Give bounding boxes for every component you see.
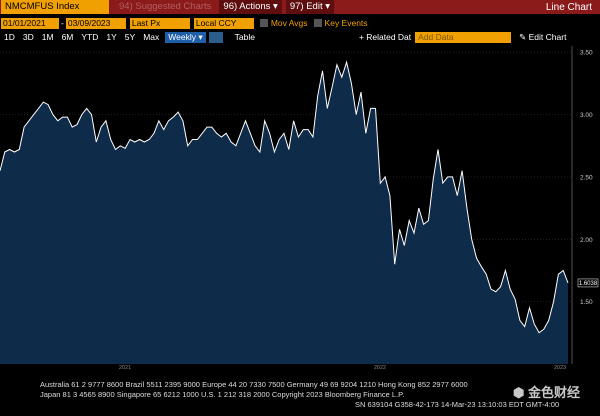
suggested-charts-menu[interactable]: 94) Suggested Charts [119, 1, 212, 12]
frequency-label: Weekly [168, 31, 196, 42]
period-1d[interactable]: 1D [4, 31, 15, 42]
footer-line-2: Japan 81 3 4565 8900 Singapore 65 6212 1… [40, 390, 405, 399]
period-6m[interactable]: 6M [61, 31, 74, 42]
key-events-label: Key Events [324, 18, 368, 28]
ticker-field[interactable]: NMCMFUS Index [1, 0, 109, 14]
y-tick-label: 3.50 [580, 50, 593, 57]
period-1y[interactable]: 1Y [106, 31, 117, 42]
edit-chart-button[interactable]: ✎ Edit Chart [519, 31, 567, 42]
last-value-box [577, 278, 599, 288]
y-tick-label: 3.00 [580, 112, 593, 119]
chart-type-title: Line Chart [545, 1, 592, 13]
edit-chart-label: Edit Chart [528, 31, 567, 42]
period-max[interactable]: Max [143, 31, 160, 42]
footer-line-3: SN 639104 G358-42-173 14-Mar-23 13:10:03… [355, 400, 560, 409]
period-5y[interactable]: 5Y [124, 31, 136, 42]
mov-avgs-checkbox[interactable] [259, 19, 268, 27]
period-1m[interactable]: 1M [41, 31, 54, 42]
last-value-tag: 1.6038 [577, 278, 599, 288]
price-chart[interactable]: 3.503.002.502.001.50 MarJunSepDecMarJunS… [0, 46, 600, 370]
y-tick-label: 1.50 [580, 299, 593, 306]
y-axis-ticks: 3.50 3.00 2.50 2.00 1.50 [580, 50, 593, 306]
date-separator: - [61, 18, 64, 28]
key-events-checkbox[interactable] [313, 19, 322, 27]
year-label: 2023 [554, 365, 566, 370]
currency-select[interactable]: Local CCY [193, 17, 254, 29]
add-data-input[interactable]: Add Data [415, 31, 512, 43]
top-bar: NMCMFUS Index 94) Suggested Charts 96) A… [0, 0, 600, 14]
series-line [0, 60, 569, 334]
period-ytd[interactable]: YTD [81, 31, 99, 42]
last-value-label: 1.6038 [579, 281, 598, 287]
date-range-bar: 01/01/2021 - 03/09/2023 Last Px Local CC… [0, 17, 600, 29]
end-date-input[interactable]: 03/09/2023 [65, 17, 126, 29]
top-menu: 94) Suggested Charts 96) Actions ▾ 97) E… [115, 0, 338, 14]
table-button[interactable]: Table [234, 32, 255, 42]
year-labels: 2021 2022 2023 [119, 365, 566, 370]
related-data-button[interactable]: + Related Dat [358, 32, 412, 42]
series-area [0, 62, 568, 364]
period-bar: 1D 3D 1M 6M YTD 1Y 5Y Max Weekly ▾ Table… [0, 31, 600, 43]
year-label: 2021 [119, 365, 131, 370]
y-tick-label: 2.50 [580, 174, 593, 181]
footer: Australia 61 2 9777 8600 Brazil 5511 239… [0, 380, 600, 416]
actions-menu[interactable]: 96) Actions ▾ [219, 0, 282, 14]
watermark-logo: ⬢ 金色财经 [513, 385, 580, 400]
start-date-input[interactable]: 01/01/2021 [1, 17, 59, 29]
frequency-select[interactable]: Weekly ▾ [165, 31, 206, 43]
field-select[interactable]: Last Px [129, 17, 190, 29]
y-tick-label: 2.00 [580, 237, 593, 244]
mov-avgs-label: Mov Avgs [270, 18, 308, 28]
footer-line-1: Australia 61 2 9777 8600 Brazil 5511 239… [40, 380, 468, 389]
line-chart-icon[interactable] [208, 31, 223, 43]
period-3d[interactable]: 3D [22, 31, 34, 42]
edit-menu[interactable]: 97) Edit ▾ [285, 0, 334, 14]
year-label: 2022 [374, 365, 386, 370]
